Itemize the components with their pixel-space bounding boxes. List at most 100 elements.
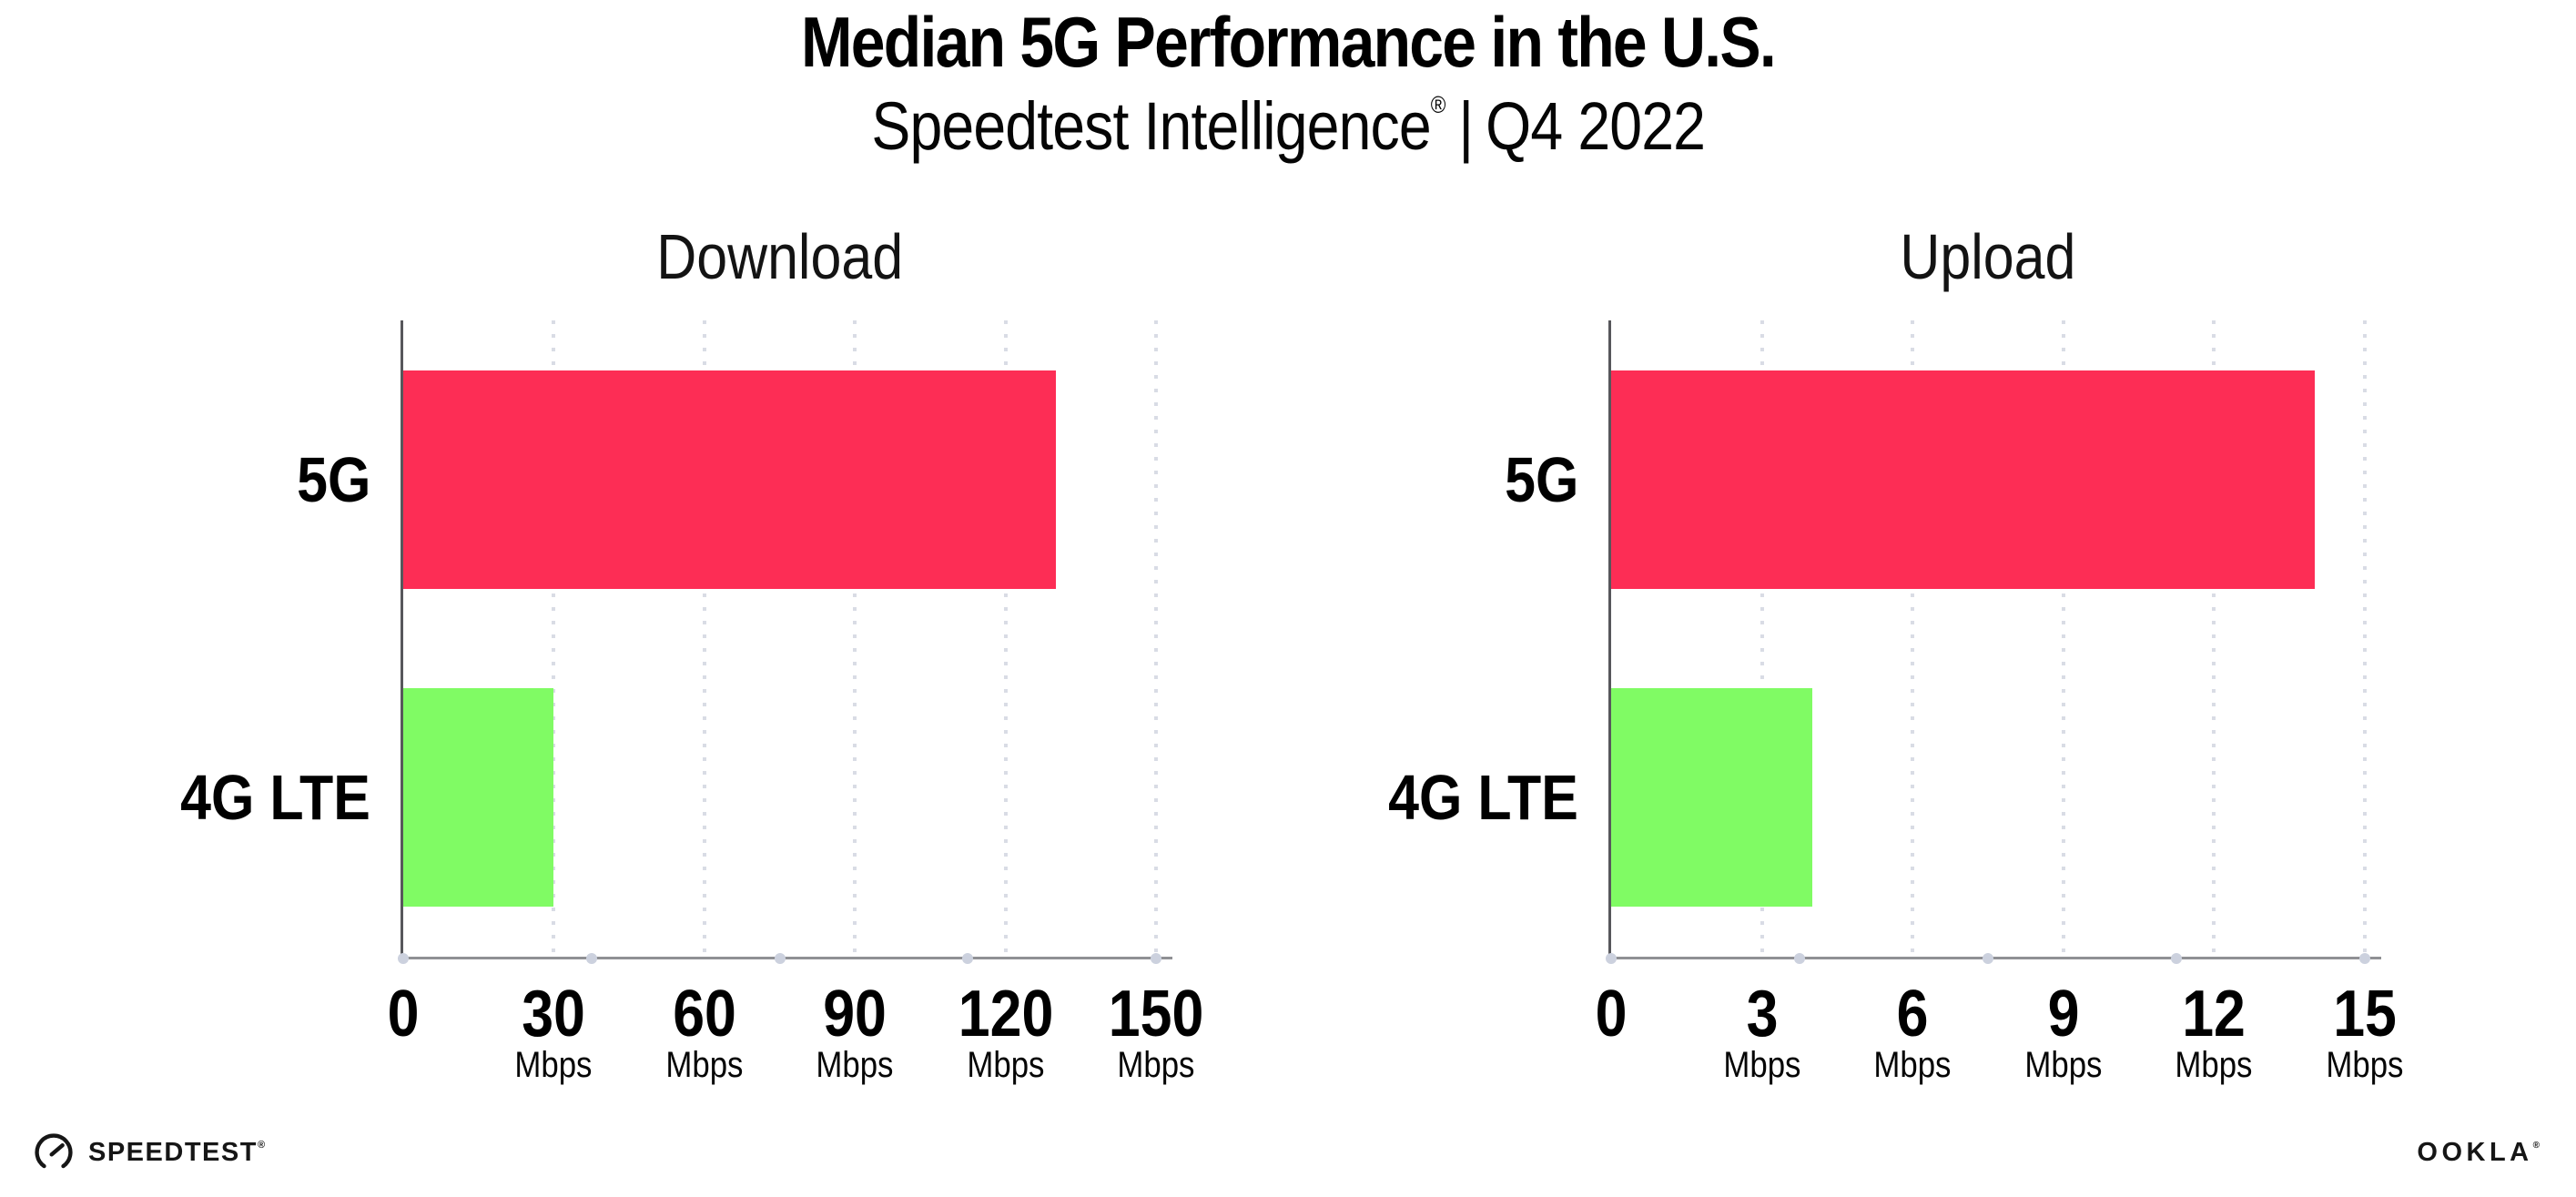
- axis-tick-dot: [1983, 953, 1993, 964]
- x-tick-value: 30: [522, 978, 586, 1050]
- bar-5g: [403, 370, 1056, 589]
- axis-tick-dot: [2359, 953, 2370, 964]
- upload-chart-title-text: Upload: [1900, 221, 2076, 292]
- x-tick-label-60: 60: [568, 981, 841, 1047]
- gridline-90-mbps: [853, 320, 857, 957]
- gridline-30-mbps: [552, 320, 556, 957]
- x-axis-line: [401, 957, 1172, 959]
- x-tick-unit-text: Mbps: [1723, 1045, 1801, 1085]
- category-label-5g: 5G: [0, 448, 370, 512]
- x-tick-unit-15: Mbps: [2228, 1047, 2501, 1083]
- page-title: Median 5G Performance in the U.S.: [0, 2, 2576, 82]
- gridline-12-mbps: [2212, 320, 2216, 957]
- x-tick-unit-3: Mbps: [1626, 1047, 1899, 1083]
- bar-5g: [1611, 370, 2315, 589]
- x-tick-unit-text: Mbps: [2175, 1045, 2253, 1085]
- x-tick-unit-text: Mbps: [665, 1045, 744, 1085]
- x-tick-unit-6: Mbps: [1776, 1047, 2049, 1083]
- x-tick-unit-9: Mbps: [1927, 1047, 2200, 1083]
- x-tick-unit-text: Mbps: [1873, 1045, 1952, 1085]
- x-tick-label-15: 15: [2228, 981, 2501, 1047]
- x-tick-label-90: 90: [718, 981, 991, 1047]
- gridline-9-mbps: [2061, 320, 2065, 957]
- x-tick-value: 60: [672, 978, 736, 1050]
- category-label-text: 5G: [1504, 443, 1578, 515]
- axis-tick-dot: [1606, 953, 1617, 964]
- download-chart-title-text: Download: [656, 221, 903, 292]
- x-tick-label-120: 120: [869, 981, 1142, 1047]
- x-tick-unit-150: Mbps: [1019, 1047, 1293, 1083]
- registered-trademark-icon: ®: [1430, 91, 1446, 118]
- category-label-5g: 5G: [1160, 448, 1578, 512]
- axis-tick-dot: [398, 953, 409, 964]
- ookla-wordmark-text: OOKLA: [2417, 1138, 2533, 1167]
- x-tick-label-0: 0: [267, 981, 540, 1047]
- x-tick-unit-text: Mbps: [967, 1045, 1045, 1085]
- gridline-15-mbps: [2363, 320, 2367, 957]
- x-tick-value: 6: [1896, 978, 1929, 1050]
- x-tick-unit-60: Mbps: [568, 1047, 841, 1083]
- page-subtitle-text: Speedtest Intelligence® | Q4 2022: [871, 87, 1706, 165]
- gridline-6-mbps: [1911, 320, 1915, 957]
- x-tick-unit-30: Mbps: [417, 1047, 690, 1083]
- x-tick-label-3: 3: [1626, 981, 1899, 1047]
- category-label-text: 5G: [296, 443, 370, 515]
- speedtest-wordmark: SPEEDTEST®: [88, 1138, 265, 1168]
- x-tick-unit-text: Mbps: [816, 1045, 894, 1085]
- x-tick-value: 90: [823, 978, 887, 1050]
- category-label-4g-lte: 4G LTE: [0, 766, 370, 829]
- x-tick-label-150: 150: [1019, 981, 1293, 1047]
- speedtest-logo: SPEEDTEST®: [33, 1127, 265, 1178]
- gridline-3-mbps: [1760, 320, 1764, 957]
- axis-tick-dot: [585, 953, 597, 964]
- subtitle-brand: Speedtest Intelligence: [871, 88, 1431, 164]
- speedtest-wordmark-text: SPEEDTEST: [88, 1137, 258, 1167]
- download-chart-title: Download: [403, 222, 1156, 292]
- ookla-logo: OOKLA®: [2417, 1138, 2540, 1168]
- ookla-trademark-icon: ®: [2532, 1141, 2540, 1151]
- y-axis-line: [1608, 320, 1611, 957]
- bar-4g-lte: [1611, 688, 1812, 908]
- upload-chart-title: Upload: [1611, 222, 2365, 292]
- x-tick-value: 150: [1108, 978, 1204, 1050]
- axis-tick-dot: [1151, 953, 1161, 964]
- x-tick-label-0: 0: [1475, 981, 1748, 1047]
- x-tick-value: 15: [2333, 978, 2397, 1050]
- x-tick-unit-text: Mbps: [514, 1045, 593, 1085]
- x-tick-value: 0: [1595, 978, 1628, 1050]
- x-tick-value: 3: [1746, 978, 1779, 1050]
- ookla-wordmark: OOKLA®: [2417, 1138, 2540, 1168]
- x-tick-label-6: 6: [1776, 981, 2049, 1047]
- x-axis-line: [1608, 957, 2381, 959]
- x-tick-label-12: 12: [2077, 981, 2350, 1047]
- bar-4g-lte: [403, 688, 554, 908]
- axis-tick-dot: [774, 953, 786, 964]
- x-tick-unit-text: Mbps: [2326, 1045, 2404, 1085]
- category-label-text: 4G LTE: [1388, 762, 1578, 834]
- category-label-4g-lte: 4G LTE: [1160, 766, 1578, 829]
- x-tick-unit-text: Mbps: [2024, 1045, 2103, 1085]
- x-tick-label-30: 30: [417, 981, 690, 1047]
- gridline-150-mbps: [1154, 320, 1158, 957]
- x-tick-unit-12: Mbps: [2077, 1047, 2350, 1083]
- category-label-text: 4G LTE: [180, 762, 370, 834]
- gridline-60-mbps: [702, 320, 706, 957]
- speedtest-trademark-icon: ®: [257, 1139, 266, 1151]
- page-title-text: Median 5G Performance in the U.S.: [800, 2, 1777, 82]
- x-tick-value: 9: [2047, 978, 2080, 1050]
- x-tick-unit-text: Mbps: [1117, 1045, 1195, 1085]
- x-tick-value: 120: [958, 978, 1053, 1050]
- speedtest-gauge-icon: [35, 1133, 73, 1169]
- x-tick-label-9: 9: [1927, 981, 2200, 1047]
- axis-tick-dot: [962, 953, 974, 964]
- axis-tick-dot: [1794, 953, 1805, 964]
- x-tick-value: 12: [2182, 978, 2246, 1050]
- page-subtitle: Speedtest Intelligence® | Q4 2022: [0, 87, 2576, 165]
- x-tick-unit-120: Mbps: [869, 1047, 1142, 1083]
- x-tick-value: 0: [387, 978, 420, 1050]
- gridline-120-mbps: [1003, 320, 1008, 957]
- x-tick-unit-90: Mbps: [718, 1047, 991, 1083]
